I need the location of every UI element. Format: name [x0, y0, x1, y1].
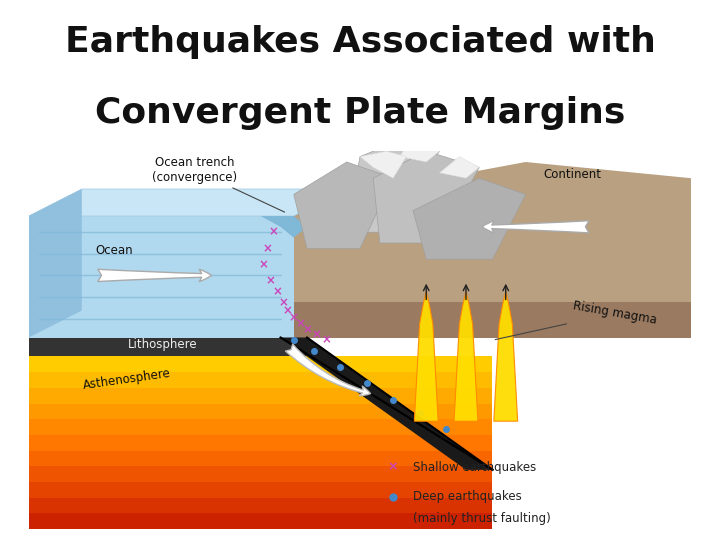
Text: Asthenosphere: Asthenosphere: [82, 367, 171, 392]
Polygon shape: [454, 292, 478, 421]
Polygon shape: [29, 514, 492, 529]
Text: ×: ×: [289, 311, 299, 324]
Text: ×: ×: [282, 304, 292, 317]
Text: (mainly thrust faulting): (mainly thrust faulting): [413, 512, 551, 525]
Polygon shape: [29, 435, 492, 451]
Text: ×: ×: [388, 461, 398, 474]
Text: Ocean: Ocean: [95, 244, 132, 257]
Polygon shape: [29, 356, 492, 372]
Text: Deep earthquakes: Deep earthquakes: [413, 490, 522, 503]
Text: ×: ×: [312, 328, 322, 341]
Polygon shape: [29, 216, 294, 338]
Text: Continent: Continent: [543, 168, 601, 181]
Text: Ocean trench
(convergence): Ocean trench (convergence): [152, 156, 284, 212]
Text: ×: ×: [259, 258, 269, 271]
Polygon shape: [281, 338, 492, 470]
Text: Lithosphere: Lithosphere: [128, 338, 198, 352]
Text: ×: ×: [262, 242, 272, 255]
Polygon shape: [294, 162, 691, 338]
Polygon shape: [347, 135, 439, 232]
Polygon shape: [29, 338, 307, 356]
Polygon shape: [360, 151, 406, 178]
Polygon shape: [29, 498, 492, 514]
Polygon shape: [261, 216, 307, 238]
Text: Convergent Plate Margins: Convergent Plate Margins: [95, 97, 625, 130]
Polygon shape: [413, 178, 526, 259]
Text: ×: ×: [295, 318, 305, 330]
Polygon shape: [29, 467, 492, 482]
Polygon shape: [294, 162, 393, 248]
Polygon shape: [29, 189, 82, 338]
Text: ×: ×: [272, 285, 282, 298]
Polygon shape: [29, 388, 492, 403]
Text: ×: ×: [302, 323, 312, 336]
Text: ×: ×: [279, 296, 289, 309]
Polygon shape: [29, 403, 492, 419]
Text: ×: ×: [266, 274, 276, 287]
Text: ×: ×: [322, 334, 332, 347]
Polygon shape: [29, 419, 492, 435]
Polygon shape: [294, 302, 691, 338]
Text: Rising magma: Rising magma: [495, 300, 657, 340]
Polygon shape: [439, 157, 480, 178]
Polygon shape: [373, 151, 480, 243]
Polygon shape: [29, 451, 492, 467]
Polygon shape: [494, 292, 518, 421]
Polygon shape: [29, 372, 492, 388]
Text: Earthquakes Associated with: Earthquakes Associated with: [65, 25, 655, 59]
Polygon shape: [29, 189, 347, 216]
Polygon shape: [414, 292, 438, 421]
Text: ×: ×: [269, 226, 279, 239]
Polygon shape: [400, 135, 439, 162]
Text: Shallow earthquakes: Shallow earthquakes: [413, 461, 536, 474]
Polygon shape: [29, 482, 492, 498]
